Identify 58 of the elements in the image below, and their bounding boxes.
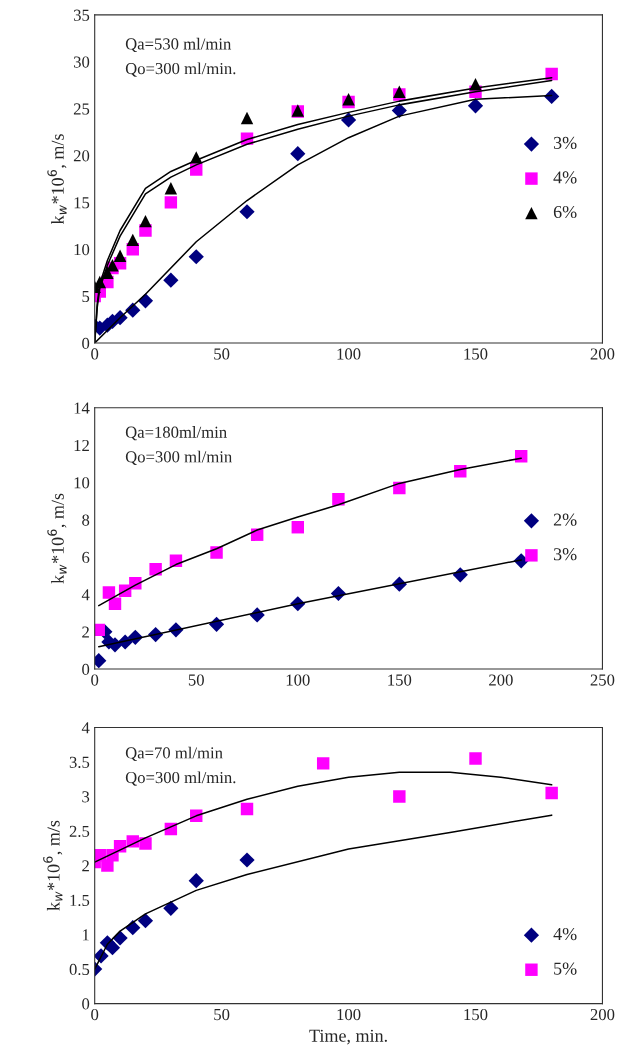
x-tick-label: 250 [590, 674, 615, 686]
y-tick-label: 0 [82, 663, 90, 676]
y-tick-label: 10 [74, 243, 90, 256]
x-tick-label: 200 [590, 348, 615, 360]
x-tick-label: 100 [286, 674, 310, 686]
x-tick-label: 50 [188, 674, 204, 686]
legend-label: 3% [553, 136, 577, 150]
x-tick-label: 0 [91, 674, 99, 686]
x-tick-label: 150 [464, 348, 488, 360]
y-tick-label: 4 [81, 722, 90, 734]
y-tick-label: 5 [82, 291, 90, 303]
x-tick-label: 200 [590, 1008, 615, 1021]
y-tick-label: 35 [73, 9, 90, 21]
legend-label: 2% [553, 513, 577, 526]
annotation: Qo=300 ml/min. [125, 771, 236, 786]
legend-label: 6% [553, 205, 577, 219]
y-tick-label: 1.5 [70, 894, 90, 907]
y-tick-label: 3.5 [69, 756, 90, 768]
x-tick-label: 200 [489, 674, 513, 686]
legend-label: 4% [553, 171, 577, 184]
annotation: Qa=70 ml/min [125, 746, 223, 762]
y-tick-label: 2 [82, 626, 89, 638]
x-axis-title: Time, min. [309, 1029, 387, 1045]
legend-label: 4% [553, 927, 577, 941]
y-tick-label: 30 [73, 56, 90, 68]
x-tick-label: 0 [91, 348, 99, 360]
y-tick-label: 25 [73, 103, 90, 115]
legend-label: 3% [553, 548, 577, 561]
y-axis-title: k$_{w}$*10$^{6}$, m/s [47, 134, 67, 225]
y-tick-label: 0 [82, 998, 90, 1010]
y-tick-label: 0 [82, 337, 90, 349]
y-tick-label: 2 [82, 860, 89, 872]
annotation: Qo=300 ml/min. [125, 62, 236, 77]
legend-label: 5% [554, 962, 577, 975]
x-tick-label: 150 [464, 1008, 488, 1021]
y-tick-label: 4 [81, 589, 90, 601]
x-tick-label: 50 [214, 1008, 230, 1021]
y-tick-label: 14 [74, 402, 90, 414]
y-tick-label: 20 [73, 150, 90, 162]
y-axis-title: k$_{w}$*10$^{6}$, m/s [47, 493, 67, 584]
annotation: Qa=180ml/min [125, 426, 227, 441]
x-tick-label: 100 [337, 348, 361, 360]
y-tick-label: 2.5 [69, 825, 90, 838]
y-axis-title: k$_{w}$*10$^{6}$, m/s [43, 820, 63, 911]
annotation: Qa=530 ml/min [125, 37, 232, 53]
y-tick-label: 8 [82, 514, 90, 526]
y-tick-label: 6 [82, 551, 90, 564]
x-tick-label: 0 [91, 1008, 99, 1021]
y-tick-label: 3 [82, 791, 90, 803]
y-tick-label: 12 [74, 439, 89, 451]
y-tick-label: 1 [82, 929, 89, 941]
x-tick-label: 50 [214, 348, 230, 360]
x-tick-label: 100 [337, 1008, 361, 1021]
y-tick-label: 10 [74, 477, 90, 489]
annotation: Qo=300 ml/min [125, 450, 232, 465]
y-tick-label: 15 [74, 197, 90, 209]
x-tick-label: 150 [388, 674, 412, 686]
y-tick-label: 0.5 [69, 963, 90, 976]
